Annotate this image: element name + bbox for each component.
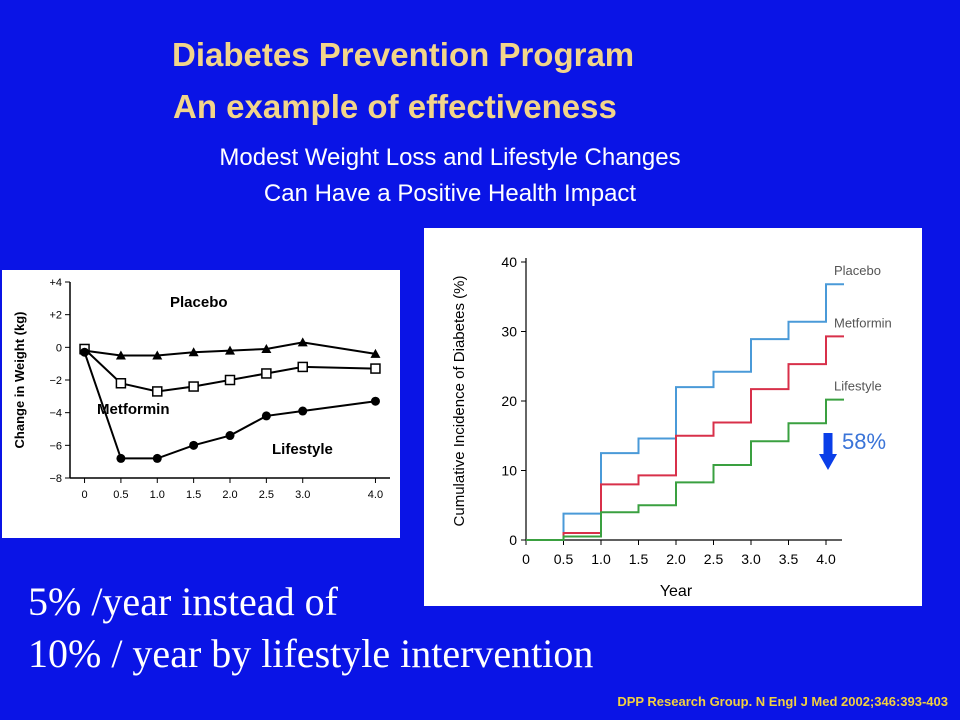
- left-x-tick-label: 0.5: [113, 489, 128, 501]
- right-x-tick-label: 3.5: [779, 551, 799, 567]
- right-y-tick-label: 20: [501, 393, 517, 409]
- left-point-placebo: [115, 350, 126, 360]
- right-y-tick-label: 0: [509, 532, 517, 548]
- title-line-1: Diabetes Prevention Program: [172, 36, 635, 73]
- left-series-line: [84, 341, 376, 357]
- right-x-axis-label: Year: [660, 583, 693, 600]
- left-x-tick-label: 2.5: [259, 489, 274, 501]
- left-point-placebo: [370, 348, 381, 358]
- left-x-tick-label: 2.0: [222, 489, 237, 501]
- citation: DPP Research Group. N Engl J Med 2002;34…: [617, 694, 948, 709]
- left-point-lifestyle: [189, 440, 199, 450]
- left-point-lifestyle: [152, 453, 162, 463]
- right-y-tick-label: 30: [501, 324, 517, 340]
- subtitle-line-1: Modest Weight Loss and Lifestyle Changes: [219, 144, 681, 171]
- left-series-line: [83, 351, 376, 460]
- left-point-metformin: [224, 374, 236, 386]
- right-x-tick-label: 1.5: [629, 551, 649, 567]
- left-point-metformin: [115, 378, 127, 389]
- body-line-1: 5% /year instead of: [28, 579, 338, 624]
- right-x-tick-label: 1.0: [591, 551, 611, 567]
- left-point-lifestyle: [225, 431, 235, 441]
- right-y-axis-label: Cumulative Incidence of Diabetes (%): [451, 276, 468, 527]
- left-point-metformin: [152, 386, 163, 397]
- left-y-tick-label: +4: [49, 277, 62, 289]
- left-series-line: [83, 348, 376, 393]
- left-x-tick-label: 0: [81, 489, 87, 501]
- overlay-label-placebo: Placebo: [170, 294, 228, 311]
- right-series-label: Lifestyle: [834, 379, 882, 394]
- incidence-chart: 0 10 20 30 40 0 0.5 1.0 1.5 2.0 2.5 3.0 3.5 4.0 Year Cu…: [451, 254, 892, 600]
- left-x-tick-label: 1.5: [186, 489, 201, 501]
- left-point-lifestyle: [370, 396, 380, 406]
- overlay-label-metformin: Metformin: [97, 401, 170, 418]
- left-x-tick-label: 4.0: [368, 489, 383, 501]
- left-y-tick-label: 0: [56, 342, 62, 354]
- right-series-line: [526, 283, 844, 541]
- left-x-tick-label: 1.0: [150, 489, 165, 501]
- left-point-placebo: [297, 337, 308, 347]
- weight-change-chart: +4 +2 0 −2 −4 −6 −8 0 0.5 1.0 1.5 2.0 2.5 3.0 4.0 Chang…: [12, 277, 390, 501]
- left-y-tick-label: −4: [49, 408, 62, 420]
- right-series-line: [526, 335, 844, 541]
- left-point-metformin: [261, 368, 272, 379]
- reduction-label: 58%: [842, 429, 886, 454]
- left-point-placebo: [152, 350, 163, 360]
- left-point-lifestyle: [116, 453, 126, 463]
- left-y-axis-label: Change in Weight (kg): [12, 312, 27, 449]
- left-point-lifestyle: [261, 411, 271, 421]
- left-y-tick-label: +2: [49, 310, 62, 322]
- left-point-lifestyle: [298, 406, 308, 416]
- overlay-label-lifestyle: Lifestyle: [272, 441, 333, 458]
- left-y-tick-label: −6: [49, 440, 62, 452]
- left-point-placebo: [261, 343, 272, 353]
- left-point-lifestyle: [80, 347, 90, 357]
- right-series-line: [526, 398, 844, 541]
- left-y-tick-label: −2: [49, 375, 62, 387]
- left-point-metformin: [188, 381, 199, 392]
- right-x-tick-label: 4.0: [816, 551, 836, 567]
- weight-change-chart-panel: +4 +2 0 −2 −4 −6 −8 0 0.5 1.0 1.5 2.0 2.5 3.0 4.0 Chang…: [2, 270, 400, 538]
- left-y-tick-label: −8: [49, 473, 62, 485]
- down-arrow-head: [819, 454, 837, 470]
- right-x-tick-label: 2.5: [704, 551, 724, 567]
- reduction-indicator: 58%: [819, 429, 886, 470]
- left-point-metformin: [370, 363, 381, 374]
- left-point-placebo: [225, 345, 235, 355]
- left-point-metformin: [297, 361, 308, 373]
- body-line-2: 10% / year by lifestyle intervention: [28, 631, 594, 676]
- right-series-label: Metformin: [834, 315, 892, 330]
- incidence-chart-panel: 0 10 20 30 40 0 0.5 1.0 1.5 2.0 2.5 3.0 3.5 4.0 Year Cu…: [424, 228, 922, 606]
- right-x-tick-label: 0: [522, 551, 530, 567]
- right-y-tick-label: 40: [501, 254, 517, 270]
- subtitle-line-2: Can Have a Positive Health Impact: [263, 180, 637, 207]
- left-point-placebo: [188, 347, 199, 357]
- right-y-tick-label: 10: [501, 463, 517, 479]
- title-line-2: An example of effectiveness: [173, 88, 617, 125]
- right-x-tick-label: 0.5: [554, 551, 574, 567]
- right-x-tick-label: 2.0: [666, 551, 686, 567]
- left-x-tick-label: 3.0: [295, 489, 310, 501]
- right-x-tick-label: 3.0: [741, 551, 761, 567]
- right-series-label: Placebo: [834, 263, 881, 278]
